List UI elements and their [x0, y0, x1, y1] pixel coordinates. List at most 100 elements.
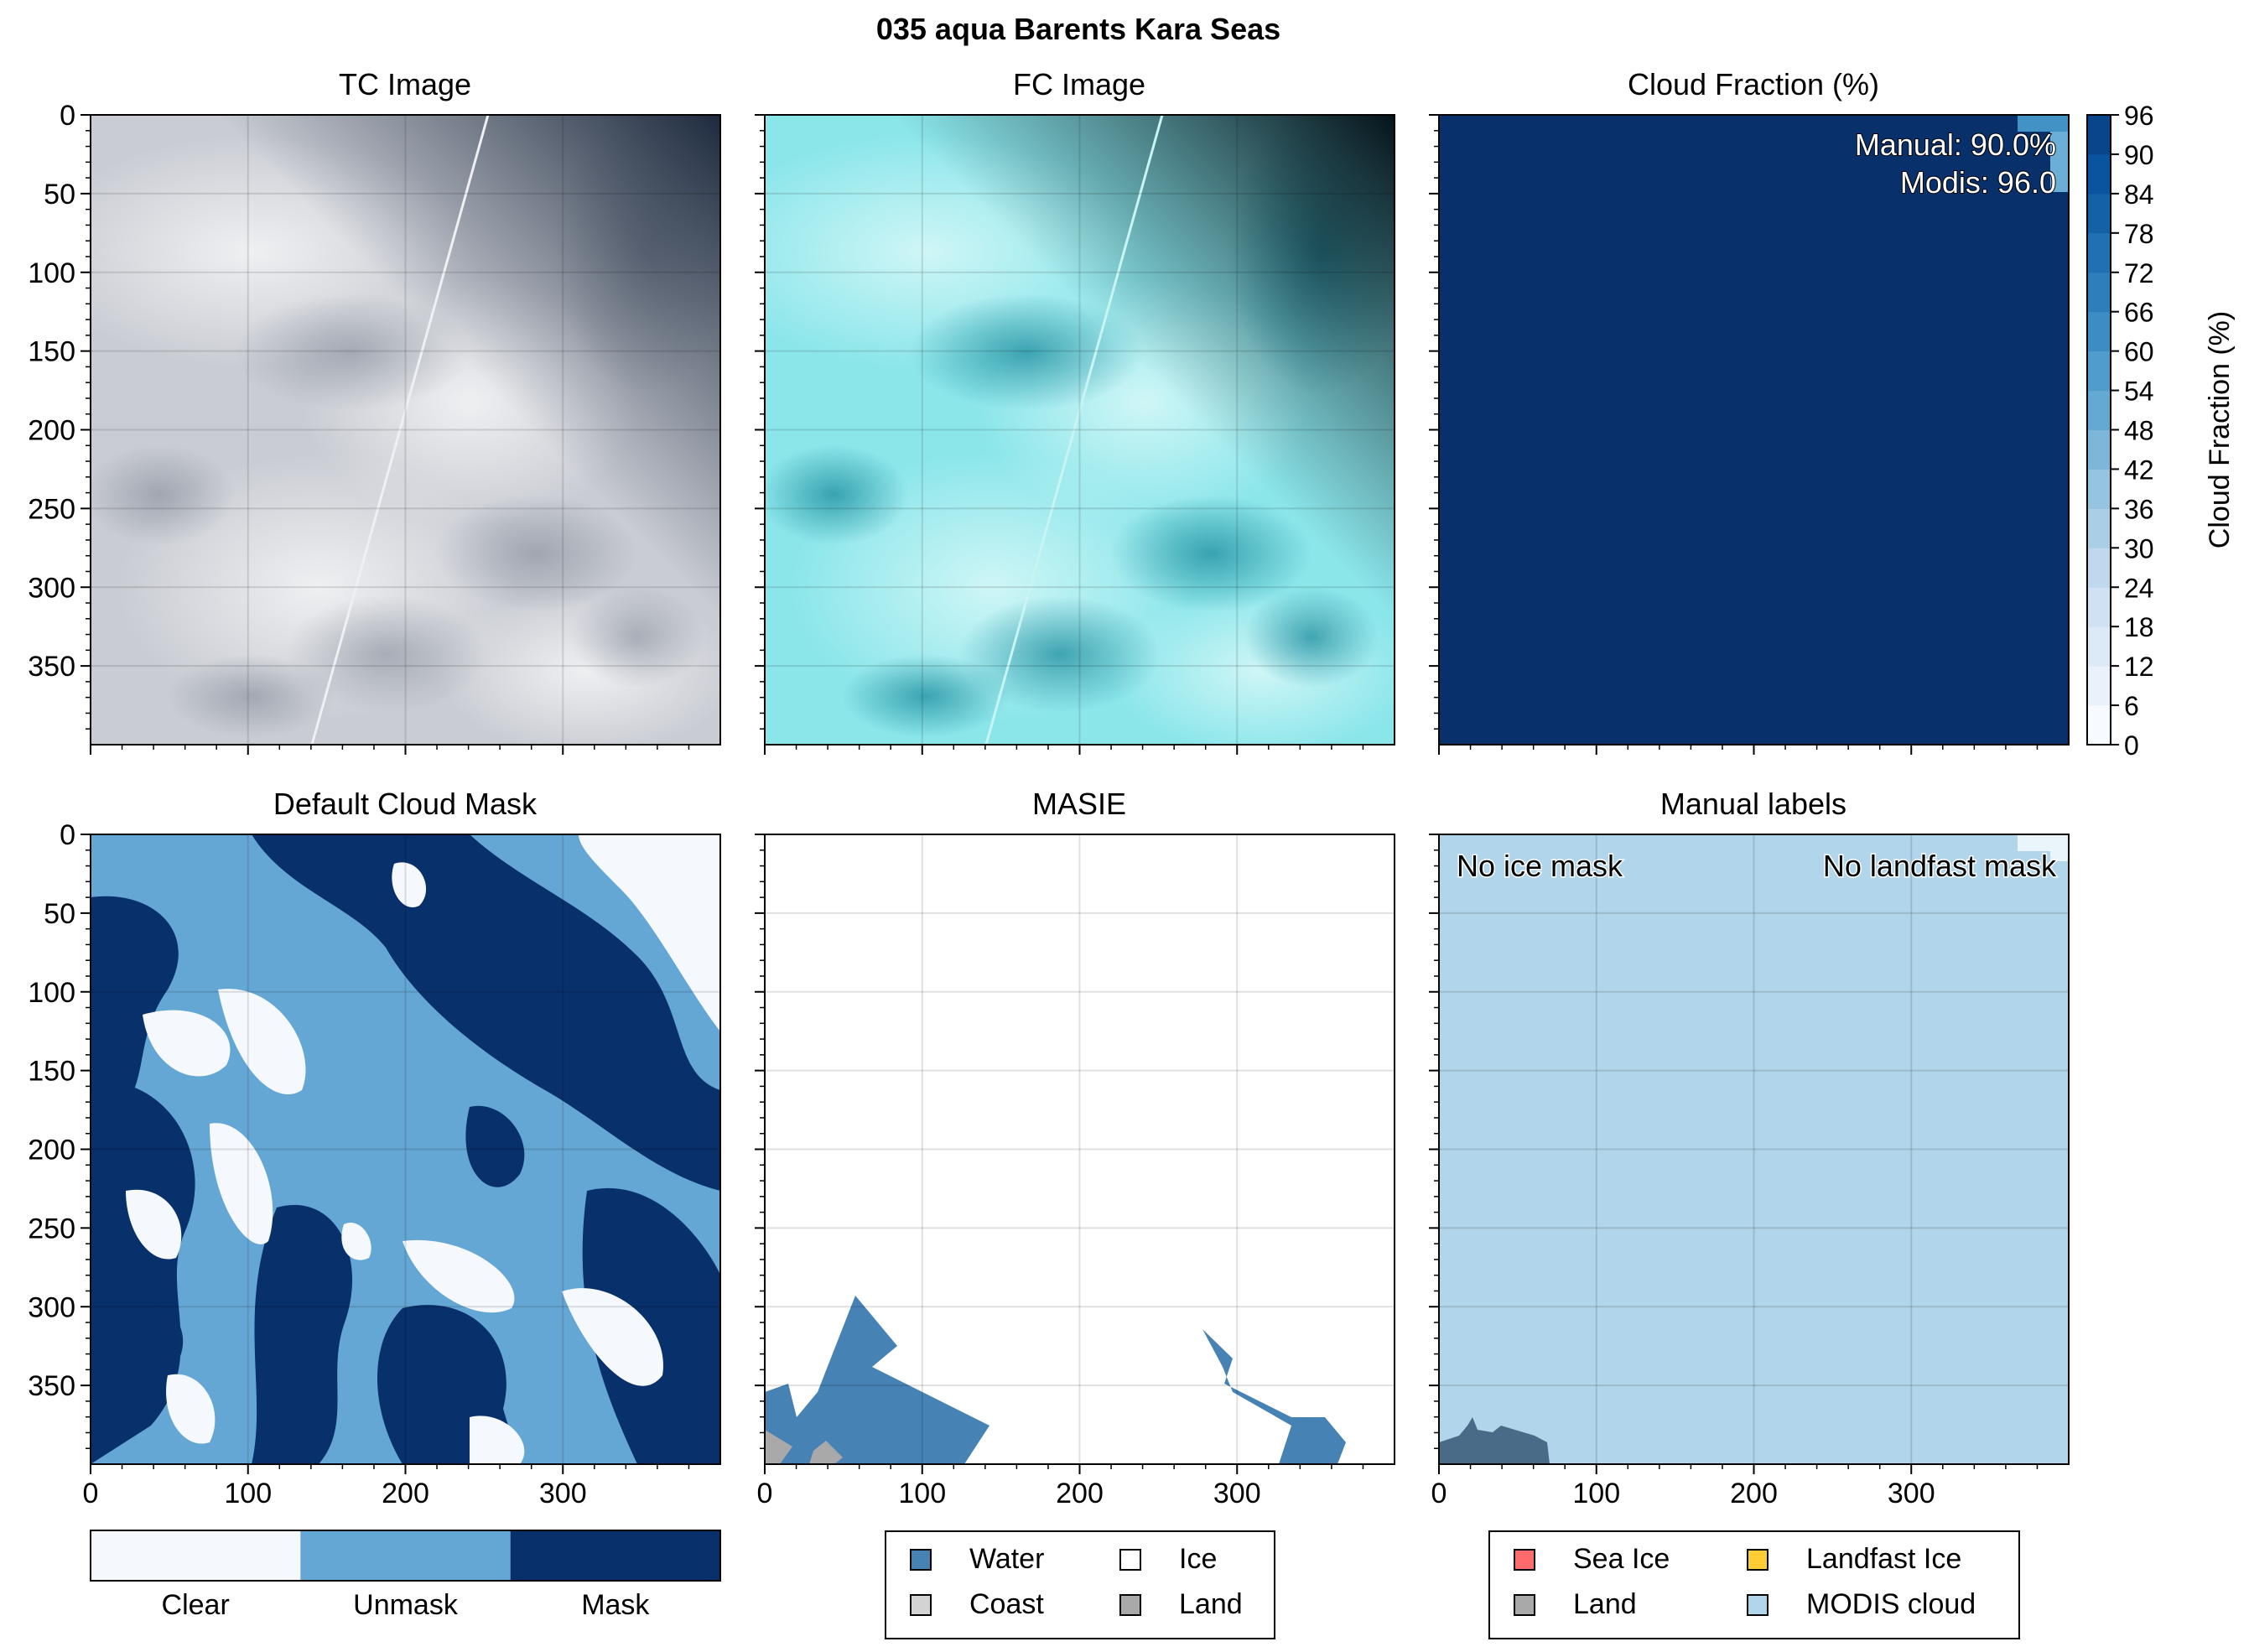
cf-colorbar-segment [2087, 351, 2111, 391]
cf-colorbar: 0 6 12 18 24 30 36 42 48 54 60 66 72 78 84 90 96 [2087, 101, 2154, 761]
cf-colorbar-tick-label: 90 [2124, 140, 2154, 170]
tc-ytick-label: 300 [28, 572, 75, 604]
cf-colorbar-segment [2087, 626, 2111, 666]
manual-note-right: No landfast mask [1823, 849, 2057, 883]
cf-colorbar-segment [2087, 273, 2111, 312]
manual-xtick-label: 100 [1572, 1478, 1620, 1509]
manual-legend-swatch [1748, 1595, 1768, 1615]
cf-colorbar-tick-label: 0 [2124, 730, 2139, 761]
cf-annotation-modis: Modis: 96.0 [1900, 165, 2056, 200]
masie-xtick-label: 200 [1056, 1478, 1104, 1509]
cf-colorbar-segment [2087, 469, 2111, 508]
dcm-ytick-label: 100 [28, 977, 75, 1009]
cf-colorbar-segment [2087, 312, 2111, 351]
cf-colorbar-segment [2087, 154, 2111, 194]
cf-colorbar-segment [2087, 705, 2111, 745]
cf-colorbar-tick-label: 24 [2124, 573, 2154, 603]
legend-layer: Water Ice Coast Land Sea Ice Landfast Ice Land… [886, 1531, 2019, 1639]
masie-legend-swatch [1120, 1595, 1140, 1615]
tc-ytick-label: 50 [44, 179, 75, 210]
manual-legend-swatch [1748, 1550, 1768, 1570]
dcm-legend: Clear Unmask Mask [91, 1530, 720, 1621]
masie-xtick-label: 0 [757, 1478, 773, 1509]
tc-ytick-label: 0 [60, 100, 75, 132]
cf-colorbar-segment [2087, 233, 2111, 273]
cf-colorbar-segment [2087, 666, 2111, 705]
cf-colorbar-tick-label: 48 [2124, 416, 2154, 446]
cf-field [1439, 115, 2069, 745]
manual-xtick-label: 300 [1888, 1478, 1935, 1509]
cf-colorbar-tick-label: 60 [2124, 337, 2154, 367]
masie-legend-swatch [911, 1595, 931, 1615]
dcm-ytick-label: 50 [44, 898, 75, 930]
dcm-ytick-label: 0 [60, 819, 75, 851]
tc-ytick-label: 350 [28, 651, 75, 683]
cf-colorbar-label: Cloud Fraction (%) [2204, 311, 2236, 548]
dcm-xtick-label: 0 [83, 1478, 99, 1509]
dcm-ytick-label: 200 [28, 1135, 75, 1166]
manual-legend-label: Land [1573, 1588, 1637, 1620]
tc-image [34, 109, 738, 755]
cf-colorbar-tick-label: 30 [2124, 533, 2154, 564]
tc-ytick-label: 250 [28, 493, 75, 525]
tc-panel: TC Image [34, 67, 738, 755]
tc-title: TC Image [339, 67, 471, 101]
masie-title: MASIE [1032, 787, 1126, 821]
cf-colorbar-tick-label: 6 [2124, 691, 2139, 721]
dcm-ytick-label: 150 [28, 1056, 75, 1088]
cf-colorbar-tick-label: 42 [2124, 455, 2154, 485]
masie-legend-swatch [911, 1550, 931, 1570]
tc-ytick-label: 150 [28, 336, 75, 368]
manual-title: Manual labels [1660, 787, 1846, 821]
dcm-xtick-label: 300 [539, 1478, 587, 1509]
cf-colorbar-segment [2087, 391, 2111, 430]
cf-colorbar-segment [2087, 508, 2111, 548]
masie-legend-label: Ice [1179, 1543, 1217, 1575]
cf-colorbar-segment [2087, 587, 2111, 626]
cf-colorbar-tick-label: 18 [2124, 612, 2154, 642]
cf-colorbar-tick-label: 66 [2124, 298, 2154, 328]
cf-colorbar-tick-label: 36 [2124, 494, 2154, 524]
dcm-ytick-label: 300 [28, 1291, 75, 1323]
manual-legend-swatch [1514, 1550, 1535, 1570]
cf-colorbar-tick-label: 78 [2124, 219, 2154, 249]
cf-colorbar-tick-label: 84 [2124, 179, 2154, 210]
cf-colorbar-segment [2087, 194, 2111, 233]
masie-legend-swatch [1120, 1550, 1140, 1570]
dcm-legend-swatch [300, 1530, 510, 1581]
masie-legend-label: Water [969, 1543, 1044, 1575]
cf-colorbar-segment [2087, 548, 2111, 587]
manual-legend-label: Sea Ice [1573, 1543, 1670, 1575]
dcm-legend-label: Mask [581, 1589, 650, 1621]
fc-title: FC Image [1013, 67, 1145, 101]
manual-note-left: No ice mask [1457, 849, 1623, 883]
cf-colorbar-tick-label: 54 [2124, 377, 2154, 407]
masie-legend-label: Coast [969, 1588, 1044, 1620]
dcm-legend-swatch [511, 1530, 720, 1581]
dcm-xtick-label: 200 [382, 1478, 429, 1509]
cf-panel: Cloud Fraction (%) Manual: 90.0% Modis: … [1439, 67, 2236, 761]
dcm-legend-label: Clear [162, 1589, 230, 1621]
dcm-ytick-label: 350 [28, 1370, 75, 1402]
figure-title: 035 aqua Barents Kara Seas [876, 12, 1280, 46]
manual-legend-label: Landfast Ice [1806, 1543, 1961, 1575]
masie-xtick-label: 100 [898, 1478, 946, 1509]
fc-panel: FC Image [708, 67, 1412, 755]
dcm-legend-label: Unmask [353, 1589, 459, 1621]
dcm-xtick-label: 100 [224, 1478, 272, 1509]
masie-legend-label: Land [1179, 1588, 1243, 1620]
tc-ytick-label: 100 [28, 257, 75, 289]
cf-colorbar-tick-label: 12 [2124, 652, 2154, 682]
tc-ytick-label: 200 [28, 415, 75, 447]
manual-xtick-label: 0 [1431, 1478, 1447, 1509]
cf-colorbar-tick-label: 72 [2124, 258, 2154, 288]
cf-colorbar-tick-label: 96 [2124, 101, 2154, 131]
masie-xtick-label: 300 [1213, 1478, 1261, 1509]
cf-colorbar-segment [2087, 115, 2111, 154]
manual-xtick-label: 200 [1730, 1478, 1778, 1509]
manual-legend-swatch [1514, 1595, 1535, 1615]
cf-title: Cloud Fraction (%) [1628, 67, 1879, 101]
manual-legend-label: MODIS cloud [1806, 1588, 1976, 1620]
cf-colorbar-segment [2087, 430, 2111, 470]
